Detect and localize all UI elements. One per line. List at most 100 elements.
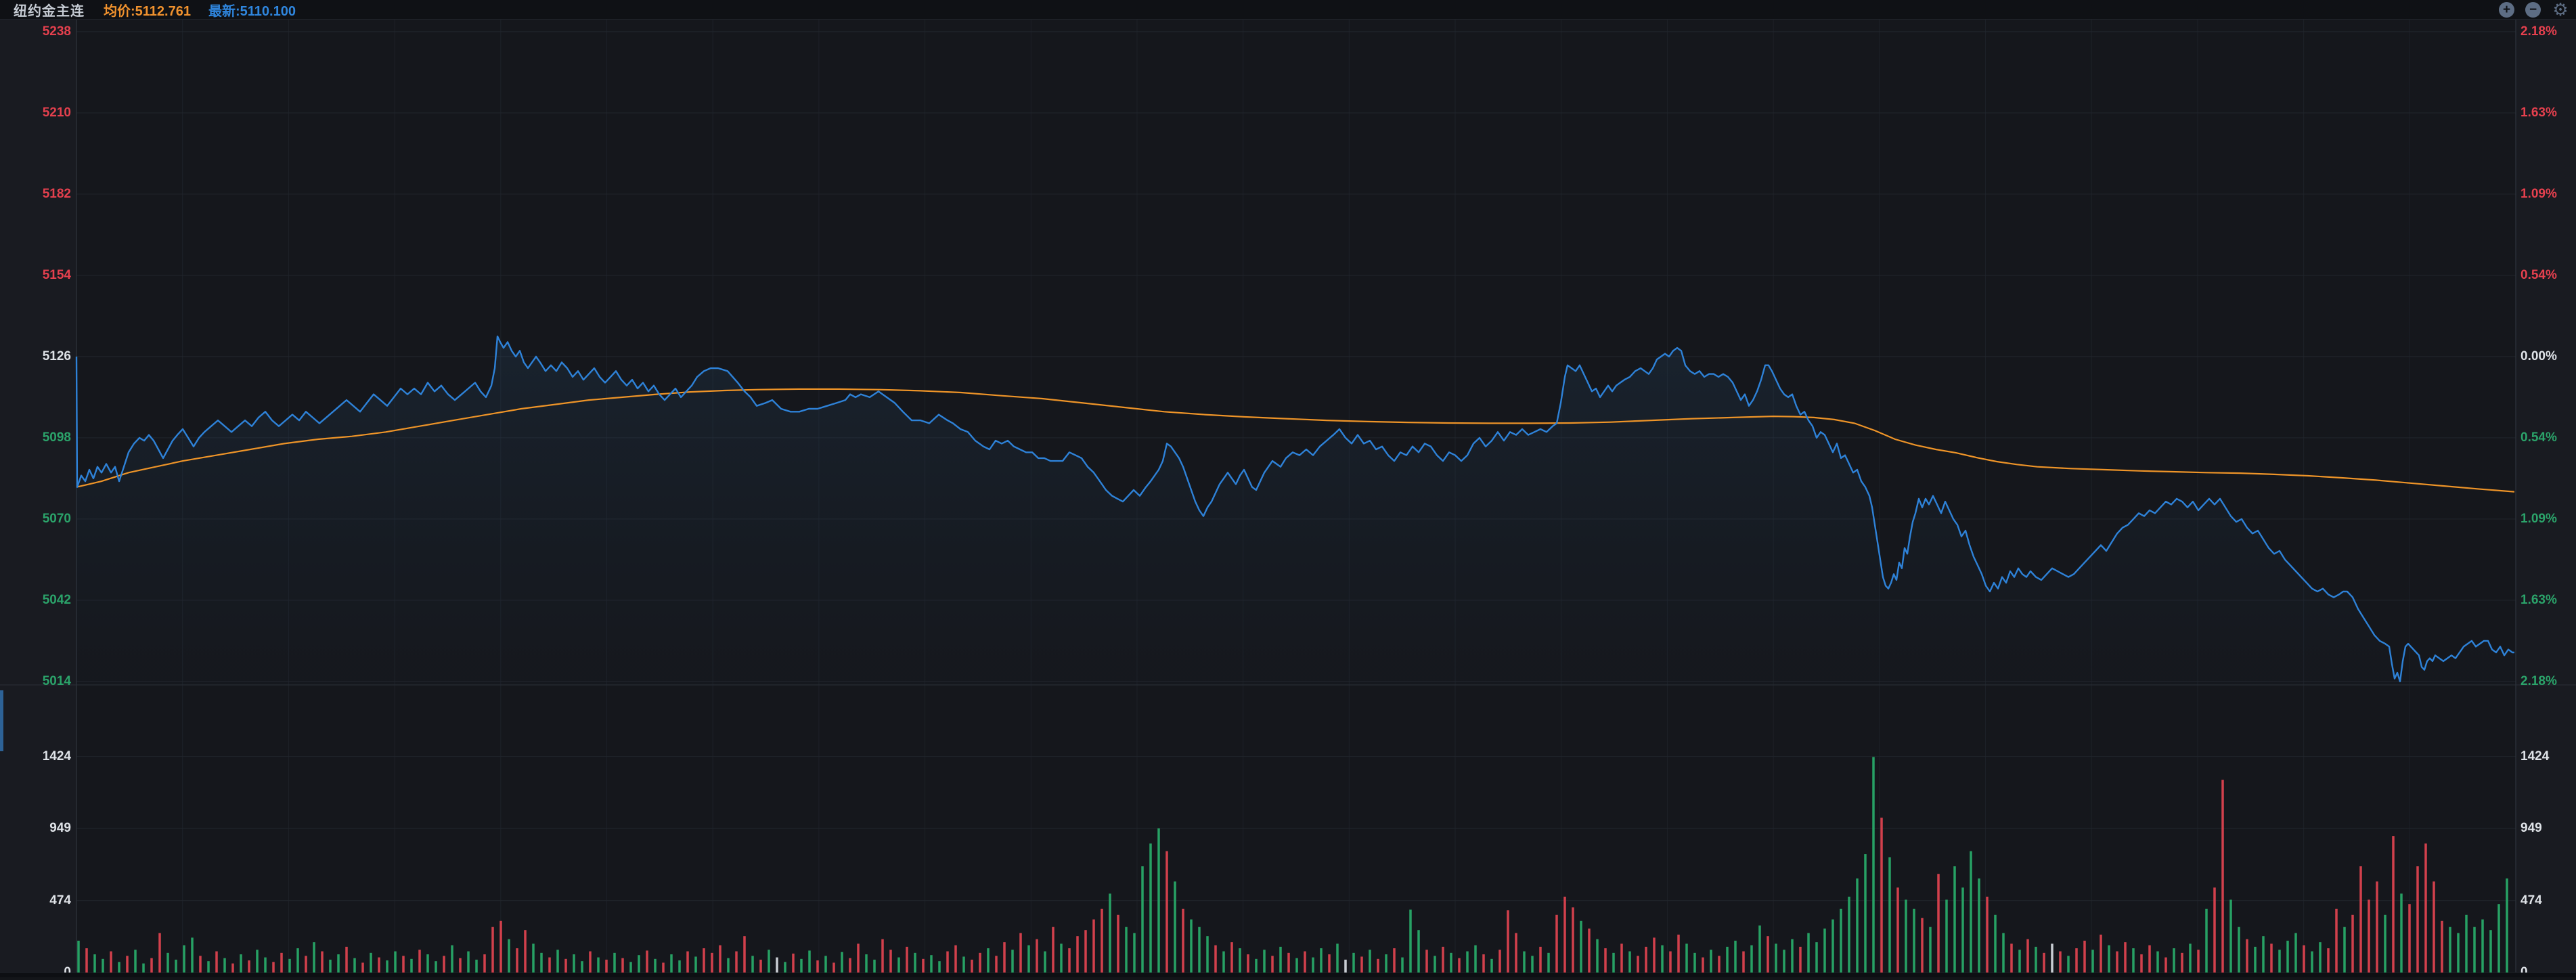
volume-bar — [467, 951, 470, 973]
volume-bar — [824, 956, 827, 973]
volume-bar — [1531, 956, 1534, 973]
volume-bar — [1360, 956, 1363, 973]
volume-bar — [2335, 908, 2338, 973]
volume-bar — [2392, 836, 2395, 973]
volume-bar — [1344, 959, 1347, 973]
volume-bar — [1198, 927, 1201, 973]
volume-bar — [402, 956, 405, 973]
volume-bar — [686, 951, 689, 973]
volume-bar — [865, 954, 868, 973]
volume-bar — [1896, 887, 1899, 973]
volume-bar — [2481, 919, 2484, 973]
volume-bar — [2189, 943, 2192, 973]
volume-bar — [1036, 939, 1038, 973]
settings-gear-icon[interactable]: ⚙ — [2552, 0, 2569, 20]
volume-bar — [971, 959, 973, 973]
volume-bar — [1783, 950, 1785, 973]
volume-bar — [556, 950, 559, 973]
volume-bar — [1052, 927, 1054, 973]
volume-bar — [1645, 946, 1647, 973]
volume-bar — [564, 958, 567, 973]
volume-bar — [816, 960, 819, 973]
volume-bar — [240, 954, 242, 973]
volume-bar — [1823, 928, 1826, 973]
volume-bar — [418, 950, 421, 973]
volume-bar — [435, 961, 437, 973]
volume-bar — [1425, 950, 1428, 973]
volume-bar — [394, 951, 397, 973]
volume-bar — [2075, 948, 2078, 973]
volume-bar — [987, 948, 990, 973]
volume-bar — [759, 959, 762, 973]
volume-bar — [1320, 948, 1323, 973]
volume-bar — [1953, 866, 1956, 973]
volume-bar — [954, 945, 957, 973]
volume-bar — [2319, 942, 2322, 973]
volume-bar — [426, 954, 429, 973]
volume-bar — [2473, 927, 2476, 973]
volume-bar — [2359, 866, 2362, 973]
volume-bar — [1588, 928, 1591, 973]
volume-bar — [1718, 956, 1720, 973]
zoom-out-icon[interactable]: − — [2525, 1, 2541, 18]
volume-bar — [2043, 952, 2045, 973]
volume-bar — [703, 948, 705, 973]
volume-bar — [832, 962, 835, 973]
volume-bar — [1734, 940, 1737, 973]
volume-bar — [516, 948, 518, 973]
volume-bar — [946, 951, 949, 973]
volume-bar — [2270, 943, 2273, 973]
volume-bar — [1937, 874, 1940, 973]
volume-bar — [1523, 951, 1526, 973]
volume-bar — [361, 962, 364, 973]
volume-bar — [1580, 920, 1582, 973]
volume-bar — [2278, 950, 2281, 973]
volume-bar — [800, 958, 803, 973]
volume-bar — [792, 953, 795, 973]
volume-bar — [2213, 887, 2216, 973]
volume-bar — [1669, 951, 1672, 973]
volume-bar — [1165, 851, 1168, 973]
volume-bar — [2506, 878, 2508, 973]
volume-bar — [199, 956, 202, 973]
volume-bar — [483, 954, 486, 973]
volume-bar — [1190, 919, 1193, 973]
volume-bar — [1929, 927, 1932, 973]
volume-bar — [2205, 908, 2208, 973]
volume-bar — [2254, 946, 2257, 973]
volume-bar — [1880, 818, 1883, 973]
volume-bar — [1401, 957, 1404, 973]
volume-bar — [2441, 920, 2443, 973]
volume-bar — [110, 951, 112, 973]
volume-bar — [1417, 930, 1420, 973]
volume-bar — [1547, 952, 1550, 973]
volume-bar — [2433, 881, 2435, 973]
volume-bar — [2286, 940, 2289, 973]
volume-bar — [475, 959, 478, 973]
volume-bar — [881, 939, 884, 973]
volume-bar — [1815, 942, 1818, 973]
volume-bar — [1279, 946, 1282, 973]
volume-bar — [264, 957, 267, 973]
volume-bar — [443, 956, 445, 973]
volume-bar — [654, 958, 657, 973]
zoom-in-icon[interactable]: + — [2499, 1, 2514, 18]
volume-bar — [2035, 946, 2037, 973]
volume-bar — [2116, 951, 2118, 973]
volume-bar — [1961, 887, 1964, 973]
average-line — [76, 388, 2515, 493]
volume-bar — [1978, 878, 1980, 973]
volume-bar — [1807, 933, 1810, 973]
volume-bar — [1758, 925, 1761, 973]
volume-bar — [370, 952, 372, 973]
volume-bar — [1182, 908, 1184, 973]
volume-bar — [1482, 954, 1485, 973]
volume-bar — [2449, 927, 2451, 973]
volume-bar — [1336, 943, 1339, 973]
volume-bar — [857, 943, 860, 973]
volume-bar — [662, 962, 665, 973]
volume-bar — [1068, 948, 1071, 973]
volume-bar — [142, 963, 145, 973]
volume-bar — [1994, 914, 1997, 973]
